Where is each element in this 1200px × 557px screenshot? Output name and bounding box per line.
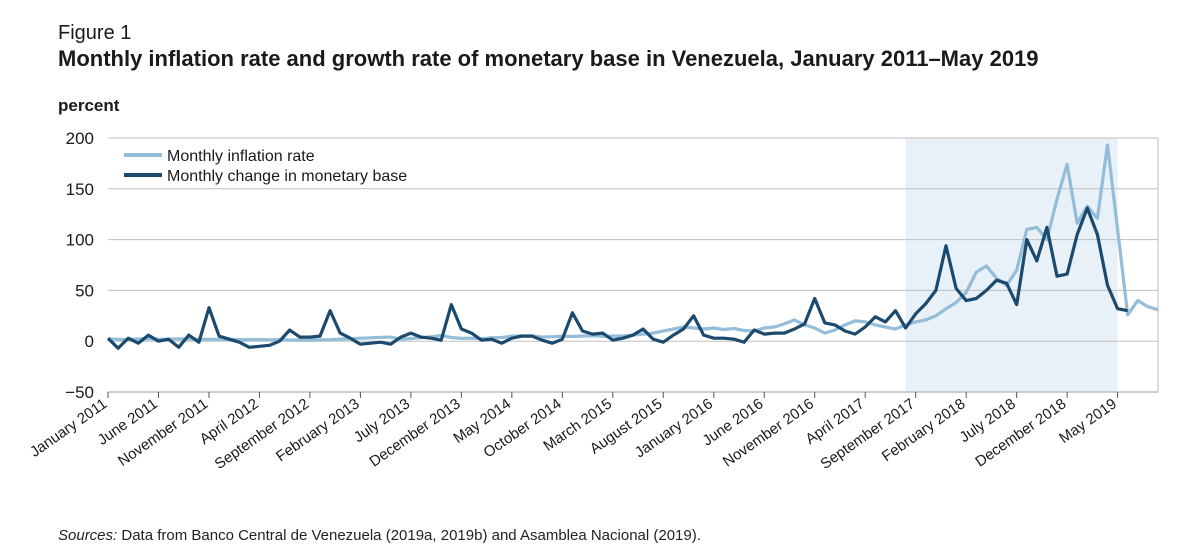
source-prefix: Sources: [58,527,118,544]
legend-label-inflation: Monthly inflation rate [167,148,315,165]
y-tick-label: 100 [66,231,94,250]
x-tick-label: May 2019 [1056,395,1120,447]
gridlines [108,137,1159,393]
y-tick-label: 50 [75,281,94,300]
y-tick-label: 150 [66,180,94,199]
source-text: Data from Banco Central de Venezuela (20… [117,527,701,544]
y-axis-unit-label: percent [58,96,120,115]
x-tick-label: January 2011 [27,395,110,460]
source-note: Sources: Data from Banco Central de Vene… [58,527,701,544]
shaded-period [905,138,1118,392]
legend-label-monetary-base: Monthly change in monetary base [167,168,407,185]
figure-label: Figure 1 [58,22,132,44]
x-tick-label: November 2011 [115,395,211,470]
y-tick-label: 0 [85,332,94,351]
y-tick-label: 200 [66,129,94,148]
chart-title: Monthly inflation rate and growth rate o… [58,46,1039,71]
y-axis-ticks: −50 0 50 100 150 200 [65,129,94,402]
legend: Monthly inflation rate Monthly change in… [124,148,407,185]
monetary-base-series-line [106,206,1129,350]
y-tick-label: −50 [65,383,94,402]
